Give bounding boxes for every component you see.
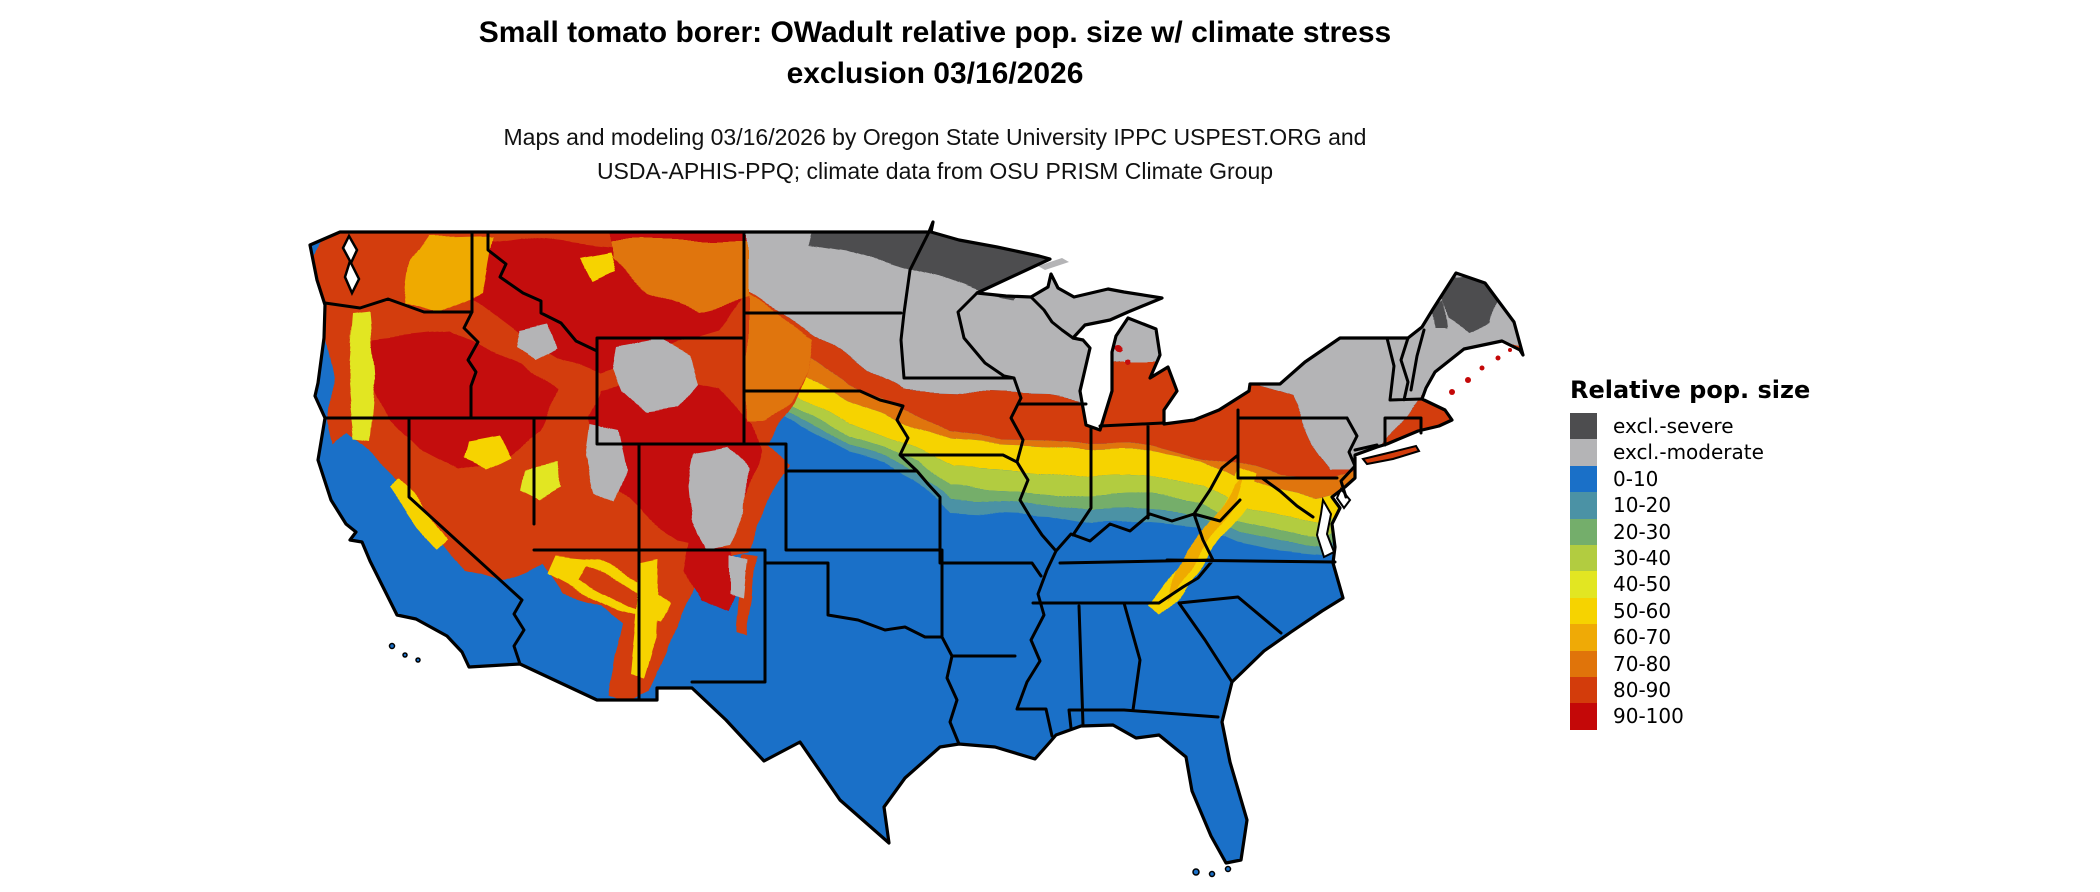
- legend-swatch: [1570, 413, 1597, 440]
- legend-label: 30-40: [1613, 545, 1672, 570]
- map-subtitle: Maps and modeling 03/16/2026 by Oregon S…: [290, 120, 1580, 188]
- region-excl-moderate-co-rockies: [688, 448, 748, 548]
- legend-label: 10-20: [1613, 493, 1672, 518]
- map-title-line2: exclusion 03/16/2026: [786, 57, 1084, 90]
- region-60-70-appalachians: [1166, 478, 1242, 598]
- region-excl-moderate-idaho: [514, 324, 558, 358]
- legend-swatch: [1570, 544, 1597, 572]
- legend-swatch: [1570, 703, 1597, 730]
- isle-royale: [1038, 258, 1069, 270]
- map-title: Small tomato borer: OWadult relative pop…: [290, 12, 1580, 94]
- maine-coast-speck: [1479, 365, 1485, 371]
- legend-row-60-70: 60-70: [1570, 624, 1870, 651]
- chesapeake-bay-inlet: [1315, 496, 1336, 559]
- legend-swatch: [1570, 571, 1597, 598]
- florida-keys-island: [1224, 865, 1232, 873]
- legend-label: 0-10: [1613, 466, 1659, 491]
- band-20-30: [740, 366, 1523, 653]
- legend-label: 70-80: [1613, 651, 1672, 676]
- legend-swatch: [1570, 492, 1597, 519]
- legend-row-0-10: 0-10: [1570, 465, 1870, 493]
- map-subtitle-line1: Maps and modeling 03/16/2026 by Oregon S…: [503, 124, 1367, 150]
- legend-row-80-90: 80-90: [1570, 676, 1870, 704]
- legend: Relative pop. size excl.-severe excl.-mo…: [1570, 376, 1870, 730]
- map-title-line1: Small tomato borer: OWadult relative pop…: [478, 16, 1392, 49]
- maine-coast-speck: [1495, 355, 1501, 361]
- us-outline: [308, 220, 1525, 865]
- state-borders: [323, 230, 1426, 746]
- legend-label: 40-50: [1613, 572, 1672, 597]
- region-excl-moderate-yellowstone: [612, 340, 698, 414]
- region-90-100-co-nm: [684, 540, 742, 612]
- maine-coast-speck: [1465, 377, 1471, 383]
- legend-label: 50-60: [1613, 598, 1672, 623]
- legend-label: 80-90: [1613, 677, 1672, 702]
- band-10-20: [740, 376, 1523, 657]
- florida-keys-island: [1208, 870, 1216, 878]
- region-90-100-mi-speck: [1114, 344, 1122, 352]
- region-80-90-mogollon-core: [578, 566, 654, 614]
- maine-coast-speck: [1449, 389, 1455, 395]
- legend-label: 60-70: [1613, 625, 1672, 650]
- legend-row-10-20: 10-20: [1570, 492, 1870, 519]
- legend-row-40-50: 40-50: [1570, 571, 1870, 598]
- channel-island: [388, 642, 396, 650]
- legend-swatch: [1570, 676, 1597, 704]
- region-40-50-or-cascades: [347, 310, 374, 442]
- legend-row-50-60: 50-60: [1570, 597, 1870, 625]
- region-50-60-sierra: [390, 478, 448, 548]
- legend-swatch: [1570, 597, 1597, 625]
- region-50-60-mt-spot: [578, 252, 614, 282]
- legend-row-20-30: 20-30: [1570, 518, 1870, 545]
- legend-row-excl-moderate: excl.-moderate: [1570, 439, 1870, 466]
- legend-swatch: [1570, 518, 1597, 545]
- maine-coast-speck: [1508, 348, 1512, 352]
- legend-label: excl.-moderate: [1613, 440, 1764, 465]
- legend-label: 20-30: [1613, 519, 1672, 544]
- region-excl-severe-maine: [1442, 276, 1500, 332]
- legend-swatch: [1570, 650, 1597, 677]
- region-90-100-mi-speck: [1123, 359, 1129, 365]
- legend-row-90-100: 90-100: [1570, 703, 1870, 730]
- region-90-100-or-nv: [368, 332, 558, 470]
- puget-sound-inlet: [341, 233, 361, 296]
- legend-label: 90-100: [1613, 704, 1684, 729]
- florida-keys-island: [1192, 868, 1200, 876]
- legend-swatch: [1570, 439, 1597, 466]
- legend-row-30-40: 30-40: [1570, 544, 1870, 572]
- region-50-60-nv-valley-1: [464, 434, 512, 468]
- legend-label: excl.-severe: [1613, 414, 1734, 438]
- region-40-50-nv-valley-2: [520, 464, 564, 498]
- channel-island: [415, 657, 421, 663]
- long-island: [1361, 444, 1421, 466]
- region-70-80-east-mt: [610, 230, 748, 312]
- region-60-70-east-wa: [404, 236, 492, 312]
- legend-swatch: [1570, 465, 1597, 493]
- channel-island: [402, 652, 408, 658]
- legend-row-excl-severe: excl.-severe: [1570, 413, 1870, 440]
- region-excl-moderate-nm: [730, 556, 748, 600]
- legend-title: Relative pop. size: [1570, 376, 1811, 404]
- legend-row-70-80: 70-80: [1570, 650, 1870, 677]
- map-subtitle-line2: USDA-APHIS-PPQ; climate data from OSU PR…: [596, 158, 1274, 184]
- legend-swatch: [1570, 624, 1597, 651]
